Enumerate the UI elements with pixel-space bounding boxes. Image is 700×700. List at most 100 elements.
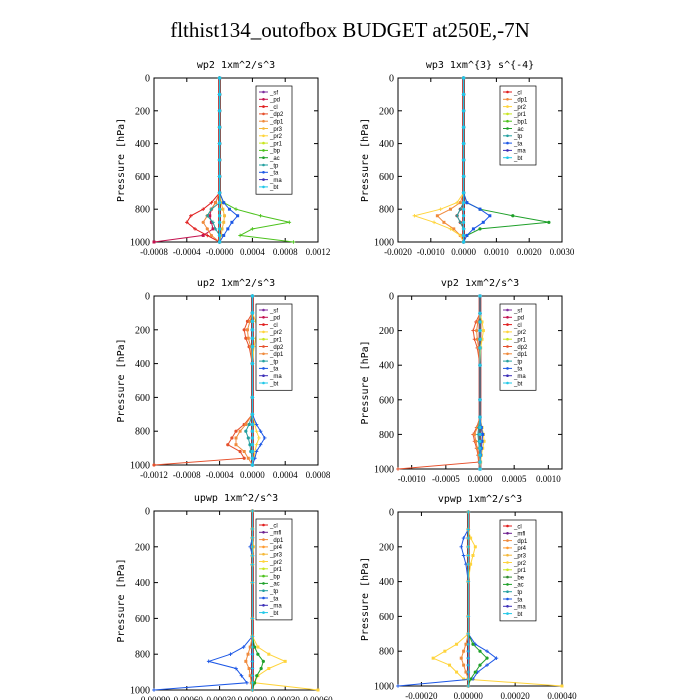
legend-marker <box>262 531 265 534</box>
data-point <box>244 659 248 663</box>
legend-marker <box>506 337 509 341</box>
data-point <box>222 201 226 205</box>
data-point <box>466 579 471 584</box>
data-point <box>466 545 471 549</box>
series-line <box>436 78 465 243</box>
legend-label: _bt <box>269 611 279 617</box>
panel-3: up2 1xm^2/s^3 Pressure [hPa] 0 200 400 600 800… <box>116 278 331 480</box>
series-line <box>153 296 253 466</box>
data-point <box>478 311 482 315</box>
legend-marker <box>262 178 265 181</box>
data-point <box>466 614 471 619</box>
y-tick-label: 800 <box>135 650 150 661</box>
data-point <box>250 509 255 513</box>
data-point <box>464 642 468 646</box>
x-tick-label: -0.00060 <box>171 695 204 700</box>
data-point <box>471 328 475 333</box>
legend-marker <box>506 316 509 319</box>
data-point <box>466 677 471 681</box>
data-point <box>252 645 257 649</box>
legend-marker <box>262 134 265 138</box>
legend-marker <box>262 374 265 378</box>
legend-marker <box>506 141 509 145</box>
data-point <box>242 328 246 332</box>
data-point <box>458 207 463 211</box>
data-point <box>250 645 255 649</box>
legend-label: _ta <box>269 171 279 177</box>
data-point <box>250 634 255 639</box>
data-point <box>250 449 254 453</box>
y-tick-label: 1000 <box>130 686 150 697</box>
data-point <box>466 632 471 636</box>
data-point <box>475 337 479 341</box>
legend-box <box>255 518 293 621</box>
data-point <box>458 220 463 225</box>
legend-label: _ta <box>513 141 523 147</box>
legend-label: _tp <box>513 134 523 140</box>
data-point <box>218 191 222 195</box>
data-point <box>462 125 466 129</box>
data-point <box>213 227 218 231</box>
y-tick-label: 400 <box>379 139 394 150</box>
data-point <box>442 220 446 224</box>
data-point <box>462 233 466 238</box>
data-point <box>478 649 482 653</box>
data-point <box>244 336 248 340</box>
y-axis-label: Pressure [hPa] <box>360 557 371 641</box>
data-point <box>480 320 484 324</box>
data-point <box>250 422 254 426</box>
y-axis-label: Pressure [hPa] <box>360 340 371 424</box>
data-point <box>462 227 466 231</box>
data-point <box>254 442 259 447</box>
data-point <box>448 663 452 667</box>
data-point <box>218 240 222 244</box>
legend-marker <box>262 574 265 578</box>
data-point <box>396 684 400 688</box>
data-point <box>250 652 255 656</box>
data-point <box>455 213 459 218</box>
data-point <box>462 158 466 162</box>
legend-label: _pr1 <box>269 567 283 573</box>
data-point <box>250 659 255 664</box>
data-point <box>244 422 248 426</box>
data-point <box>482 439 486 443</box>
data-point <box>485 663 489 667</box>
data-point <box>209 200 214 205</box>
data-point <box>250 616 255 621</box>
y-axis-label: Pressure [hPa] <box>116 118 127 202</box>
legend-label: _bt <box>513 381 523 387</box>
data-point <box>475 446 479 450</box>
x-tick-label: -0.0004 <box>206 470 234 480</box>
data-point <box>247 422 251 427</box>
data-point <box>283 659 287 663</box>
data-point <box>236 214 240 218</box>
y-tick-label: 800 <box>379 205 394 216</box>
data-point <box>208 214 212 218</box>
legend-label: _bp1 <box>513 120 528 126</box>
data-point <box>205 213 210 218</box>
series-line <box>202 78 221 243</box>
data-point <box>455 670 459 674</box>
x-tick-label: 0.00030 <box>271 695 301 700</box>
data-point <box>250 527 255 531</box>
data-point <box>250 463 254 467</box>
data-point <box>250 395 254 399</box>
data-point <box>211 227 215 231</box>
data-point <box>218 214 222 218</box>
x-tick-label: -0.00090 <box>138 695 171 700</box>
legend-marker <box>262 127 265 130</box>
data-point <box>258 213 263 218</box>
data-point <box>462 76 466 80</box>
data-point <box>209 207 214 211</box>
data-point <box>262 436 267 440</box>
y-tick-label: 400 <box>135 139 150 150</box>
data-point <box>478 415 482 419</box>
panel-5: upwp 1xm^2/s^3 Pressure [hPa] 0 200 400 600 80… <box>116 493 333 700</box>
legend-marker <box>262 119 265 123</box>
data-point <box>481 220 485 224</box>
series-line <box>153 511 253 691</box>
data-point <box>250 328 254 332</box>
x-tick-label: 0.00060 <box>303 695 333 700</box>
data-point <box>234 429 238 433</box>
data-point <box>466 562 471 566</box>
